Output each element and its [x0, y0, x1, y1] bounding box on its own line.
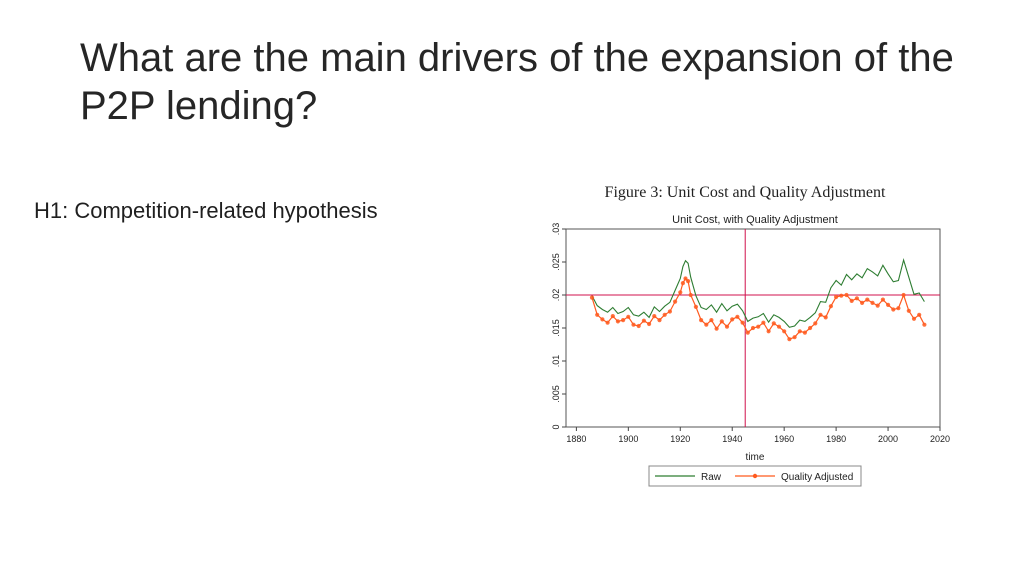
- series-point-quality-adjusted: [776, 324, 782, 329]
- series-point-quality-adjusted: [823, 315, 828, 320]
- series-point-quality-adjusted: [740, 320, 745, 325]
- series-point-quality-adjusted: [813, 321, 818, 326]
- chart-legend: Raw Quality Adjusted: [648, 465, 862, 487]
- chart-title: Unit Cost, with Quality Adjustment: [672, 214, 838, 226]
- series-point-quality-adjusted: [657, 318, 662, 323]
- series-point-quality-adjusted: [901, 292, 906, 298]
- x-axis-label: time: [746, 452, 765, 463]
- series-point-quality-adjusted: [631, 322, 636, 327]
- series-point-quality-adjusted: [922, 322, 927, 327]
- series-point-quality-adjusted: [662, 312, 667, 317]
- series-point-quality-adjusted: [844, 292, 849, 298]
- series-point-quality-adjusted: [667, 309, 672, 314]
- x-tick-label: 1880: [566, 434, 586, 444]
- series-point-quality-adjusted: [636, 323, 641, 329]
- series-point-quality-adjusted: [652, 314, 657, 319]
- series-point-quality-adjusted: [626, 314, 631, 319]
- series-point-quality-adjusted: [808, 325, 813, 331]
- series-point-quality-adjusted: [849, 298, 854, 303]
- x-tick-label: 1980: [826, 434, 846, 444]
- y-tick-label: .025: [551, 253, 561, 271]
- hypothesis-label: H1: Competition-related hypothesis: [34, 198, 378, 223]
- y-tick-label: .02: [551, 289, 561, 302]
- series-point-quality-adjusted: [917, 312, 922, 317]
- y-tick-label: .015: [551, 319, 561, 337]
- slide-title: What are the main drivers of the expansi…: [80, 36, 954, 128]
- series-point-quality-adjusted: [797, 329, 802, 334]
- x-tick-label: 1920: [670, 434, 690, 444]
- series-point-quality-adjusted: [641, 318, 646, 323]
- series-point-quality-adjusted: [688, 292, 693, 298]
- x-tick-label: 1940: [722, 434, 742, 444]
- y-tick-label: .01: [551, 355, 561, 368]
- series-point-quality-adjusted: [610, 314, 615, 319]
- series-point-quality-adjusted: [860, 300, 865, 305]
- series-point-quality-adjusted: [699, 318, 704, 323]
- series-point-quality-adjusted: [693, 304, 698, 309]
- series-point-quality-adjusted: [870, 300, 875, 305]
- series-point-quality-adjusted: [600, 317, 605, 322]
- series-point-quality-adjusted: [621, 318, 626, 323]
- series-point-quality-adjusted: [818, 312, 823, 317]
- series-point-quality-adjusted: [766, 329, 771, 334]
- y-tick-label: .005: [551, 385, 561, 403]
- series-point-quality-adjusted: [756, 324, 761, 329]
- series-point-quality-adjusted: [709, 318, 714, 323]
- x-tick-label: 1960: [774, 434, 794, 444]
- series-point-quality-adjusted: [782, 329, 787, 334]
- series-point-quality-adjusted: [865, 297, 870, 302]
- series-point-quality-adjusted: [880, 297, 885, 302]
- series-point-quality-adjusted: [595, 312, 600, 317]
- y-tick-label: .03: [551, 223, 561, 236]
- series-point-quality-adjusted: [875, 303, 880, 308]
- x-tick-label: 1900: [618, 434, 638, 444]
- series-point-quality-adjusted: [615, 319, 620, 324]
- series-point-quality-adjusted: [745, 330, 750, 335]
- series-point-quality-adjusted: [802, 330, 807, 335]
- series-point-quality-adjusted: [673, 299, 678, 304]
- series-point-quality-adjusted: [719, 319, 724, 324]
- chart-container: Unit Cost, with Quality Adjustment 1880 1…: [540, 206, 960, 496]
- series-point-quality-adjusted: [839, 293, 844, 298]
- series-point-quality-adjusted: [854, 296, 859, 301]
- x-tick-label: 2020: [930, 434, 950, 444]
- series-point-quality-adjusted: [886, 302, 891, 307]
- line-chart: Unit Cost, with Quality Adjustment 1880 1…: [551, 214, 950, 487]
- series-point-quality-adjusted: [896, 306, 901, 311]
- legend-raw-label: Raw: [701, 472, 722, 483]
- series-point-quality-adjusted: [761, 320, 766, 325]
- series-point-quality-adjusted: [792, 335, 797, 340]
- series-point-quality-adjusted: [771, 321, 776, 326]
- series-point-quality-adjusted: [683, 276, 688, 281]
- series-point-quality-adjusted: [834, 294, 839, 300]
- series-line-raw: [591, 257, 925, 328]
- series-point-quality-adjusted: [605, 320, 610, 325]
- series-point-quality-adjusted: [724, 324, 730, 329]
- legend-quality-adjusted-label: Quality Adjusted: [781, 472, 853, 483]
- series-point-quality-adjusted: [750, 325, 756, 331]
- series-point-quality-adjusted: [704, 322, 709, 327]
- series-point-quality-adjusted: [906, 308, 911, 313]
- x-tick-label: 2000: [878, 434, 898, 444]
- y-tick-label: 0: [551, 424, 561, 429]
- series-point-quality-adjusted: [828, 304, 833, 309]
- series-point-quality-adjusted: [891, 307, 896, 312]
- series-point-quality-adjusted: [714, 326, 719, 331]
- series-point-quality-adjusted: [911, 316, 917, 321]
- legend-quality-adjusted-marker: [752, 473, 758, 479]
- series-point-quality-adjusted: [686, 279, 691, 284]
- figure-caption: Figure 3: Unit Cost and Quality Adjustme…: [604, 184, 886, 201]
- series-point-quality-adjusted: [735, 314, 740, 319]
- series-point-quality-adjusted: [730, 317, 735, 322]
- series-point-quality-adjusted: [678, 290, 683, 295]
- series-point-quality-adjusted: [647, 321, 652, 327]
- series-point-quality-adjusted: [589, 295, 595, 300]
- series-point-quality-adjusted: [787, 337, 792, 342]
- series-point-quality-adjusted: [680, 281, 685, 286]
